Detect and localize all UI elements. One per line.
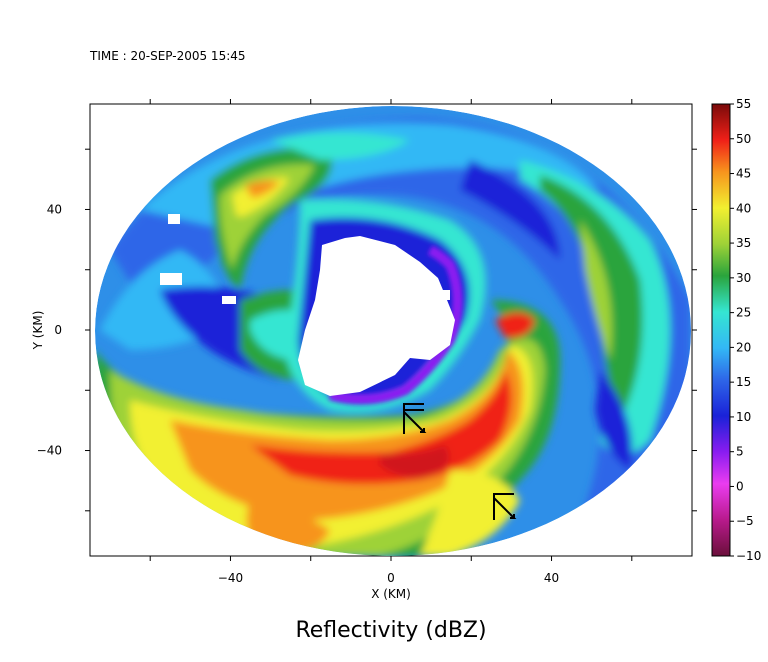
radar-site-marker-1 — [403, 403, 427, 434]
colorbar-tick-label: 45 — [736, 167, 751, 181]
colorbar — [711, 103, 731, 557]
axis-ticks — [85, 99, 697, 561]
colorbar-tick-label: 5 — [736, 445, 744, 459]
y-axis-label: Y (KM) — [31, 311, 45, 351]
colorbar-tick-label: 20 — [736, 340, 751, 354]
colorbar-tick-label: 15 — [736, 375, 751, 389]
no-data-eye — [298, 236, 455, 396]
colorbar-tick-label: 50 — [736, 132, 751, 146]
x-axis-label: X (KM) — [371, 587, 411, 601]
colorbar-tick-label: 25 — [736, 306, 751, 320]
reflectivity-field — [95, 106, 691, 556]
x-tick-label: 0 — [387, 571, 395, 585]
radar-site-marker-2 — [493, 493, 517, 520]
colorbar-tick-label: 35 — [736, 236, 751, 250]
y-tick-label: 40 — [47, 202, 62, 216]
timestamp-label: TIME : 20-SEP-2005 15:45 — [89, 49, 246, 63]
chart-title: Reflectivity (dBZ) — [295, 618, 486, 643]
x-tick-label: 40 — [544, 571, 559, 585]
x-tick-label: −40 — [218, 571, 243, 585]
colorbar-tick-label: 55 — [736, 97, 751, 111]
colorbar-tick-label: 40 — [736, 201, 751, 215]
colorbar-tick-label: 30 — [736, 271, 751, 285]
colorbar-tick-label: 0 — [736, 479, 744, 493]
colorbar-tick-label: 10 — [736, 410, 751, 424]
colorbar-tick-label: −5 — [736, 514, 754, 528]
y-tick-label: −40 — [37, 444, 62, 458]
y-tick-label: 0 — [54, 323, 62, 337]
colorbar-tick-label: −10 — [736, 549, 761, 563]
